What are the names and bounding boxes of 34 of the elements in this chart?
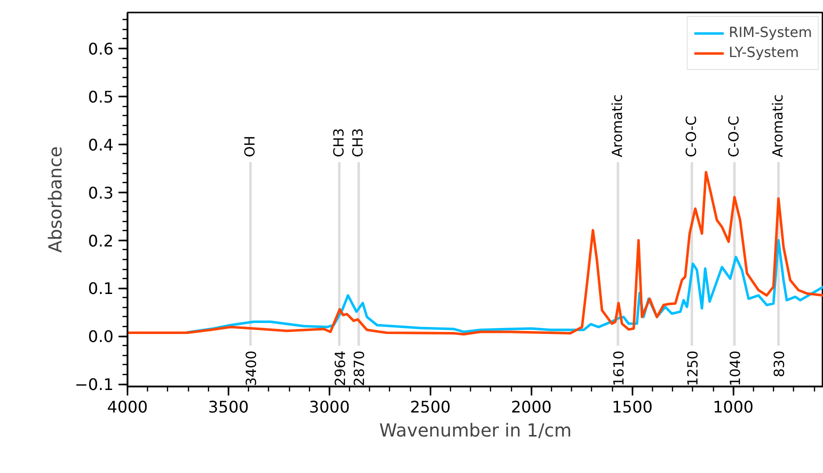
y-tick-label: −0.1 [74, 375, 114, 394]
y-tick-label: 0.0 [88, 327, 114, 346]
y-tick-label: 0.5 [88, 87, 114, 106]
x-tick-label: 1000 [712, 398, 754, 416]
annotation: 3400 [244, 350, 260, 386]
x-axis-title: Wavenumber in 1/cm [379, 420, 572, 442]
annotation: 830 [772, 350, 788, 378]
y-tick-label: 0.6 [88, 39, 114, 58]
y-tick-label: 0.3 [88, 183, 114, 202]
legend-label: LY-System [728, 45, 799, 61]
annotation: 2870 [352, 350, 368, 386]
x-tick-label: 3500 [208, 398, 249, 416]
y-tick-label: 0.1 [88, 279, 114, 298]
x-tick-label: 4000 [107, 398, 148, 416]
annotation: 1250 [685, 350, 702, 386]
line-series [128, 170, 823, 336]
ref-line-label: CH3 [331, 128, 348, 158]
annotation: 1610 [611, 350, 628, 386]
x-tick-label: 2500 [410, 398, 451, 416]
y-tick-label: 0.4 [88, 135, 114, 154]
annotation: 1040 [728, 350, 744, 386]
y-axis-title: Absorbance [46, 146, 67, 253]
x-tick-label: 2000 [510, 398, 552, 416]
x-tick-label: 1500 [612, 398, 653, 416]
ref-line-label: C-O-C [684, 116, 700, 158]
ref-line-label: Aromatic [770, 94, 786, 158]
y-tick-label: 0.2 [88, 231, 114, 250]
ref-line-label: Aromatic [610, 94, 626, 158]
legend-label: RIM-System [728, 25, 812, 41]
annotation: 2964 [332, 350, 349, 386]
ref-line-label: OH [242, 136, 258, 158]
x-tick-label: 3000 [309, 398, 350, 416]
ref-line-label: CH3 [350, 128, 367, 158]
ref-line-label: C-O-C [726, 116, 742, 158]
